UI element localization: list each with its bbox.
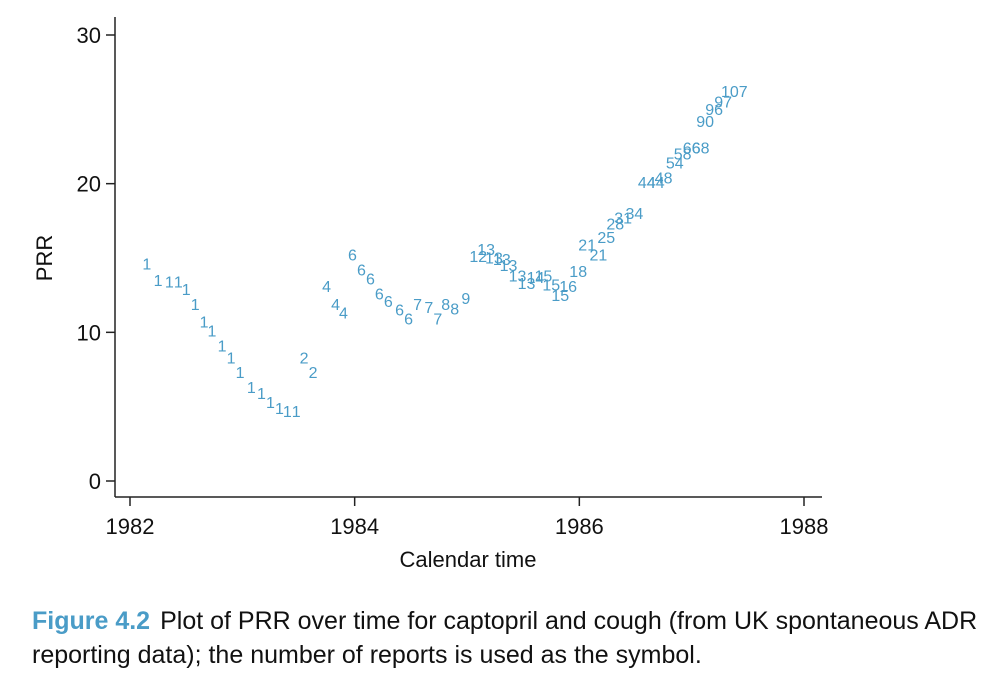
data-point-label: 13	[493, 252, 511, 269]
data-point-label: 31	[614, 211, 632, 228]
data-point-label: 28	[606, 217, 624, 234]
data-point-label: 18	[569, 264, 587, 281]
data-point-label: 1	[200, 315, 209, 332]
figure-caption-text: Plot of PRR over time for captopril and …	[32, 607, 978, 669]
data-point-label: 14	[527, 270, 545, 287]
y-axis-label: PRR	[32, 235, 57, 281]
data-point-label: 34	[625, 206, 643, 223]
x-axis-label: Calendar time	[400, 547, 537, 572]
data-point-label: 6	[395, 303, 404, 320]
data-point-label: 6	[384, 294, 393, 311]
data-point-label: 15	[551, 288, 569, 305]
data-point-label: 9	[461, 291, 470, 308]
data-point-label: 6	[348, 248, 357, 265]
data-point-label: 1	[142, 257, 151, 274]
data-point-label: 1	[218, 338, 227, 355]
data-point-label: 16	[559, 279, 577, 296]
x-tick-label: 1984	[330, 514, 379, 539]
figure-caption: Figure 4.2 Plot of PRR over time for capt…	[32, 604, 982, 672]
data-point-label: 8	[450, 301, 459, 318]
data-point-label: 1	[165, 274, 174, 291]
data-point-label: 13	[485, 251, 503, 268]
data-point-label: 1	[283, 404, 292, 421]
data-point-label: 1	[257, 386, 266, 403]
data-point-label: 1	[208, 324, 217, 341]
data-point-label: 2	[300, 350, 309, 367]
data-point-label: 15	[534, 269, 552, 286]
data-point-label: 12	[469, 249, 487, 266]
data-point-label: 25	[597, 230, 615, 247]
data-point-label: 6	[404, 312, 413, 329]
data-point-label: 8	[441, 297, 450, 314]
data-point-label: 7	[413, 297, 422, 314]
data-point-label: 13	[477, 242, 495, 259]
data-point-label: 1	[292, 404, 301, 421]
data-point-label: 6	[375, 286, 384, 303]
x-tick-label: 1988	[780, 514, 829, 539]
data-point-label: 48	[655, 170, 673, 187]
y-tick-label: 10	[77, 320, 101, 345]
data-point-label: 1	[266, 395, 275, 412]
x-tick-label: 1982	[106, 514, 155, 539]
data-point-label: 1	[236, 365, 245, 382]
data-point-label: 1	[191, 297, 200, 314]
data-point-label: 1	[247, 380, 256, 397]
data-point-label: 96	[705, 102, 723, 119]
y-tick-label: 20	[77, 172, 101, 197]
data-point-label: 4	[339, 306, 348, 323]
data-point-label: 7	[424, 300, 433, 317]
data-point-label: 90	[696, 114, 714, 131]
data-point-label: 6	[366, 272, 375, 289]
data-point-label: 58	[674, 147, 692, 164]
data-point-label: 4	[322, 279, 331, 296]
figure-label: Figure 4.2	[32, 607, 151, 635]
data-point-label: 1	[227, 350, 236, 367]
data-point-label: 4	[331, 297, 340, 314]
data-point-label: 13	[509, 269, 527, 286]
data-point-label: 107	[721, 84, 748, 101]
x-tick-label: 1986	[555, 514, 604, 539]
data-point-label: 68	[692, 141, 710, 158]
data-point-label: 1	[154, 273, 163, 290]
data-point-label: 2	[309, 365, 318, 382]
data-point-label: 97	[714, 95, 732, 112]
data-point-label: 15	[542, 277, 560, 294]
data-point-label: 1	[182, 282, 191, 299]
y-tick-label: 0	[89, 469, 101, 494]
data-point-label: 54	[666, 156, 684, 173]
y-tick-label: 30	[77, 23, 101, 48]
data-point-label: 6	[357, 263, 366, 280]
data-point-label: 7	[433, 312, 442, 329]
data-point-label: 21	[578, 237, 596, 254]
data-point-label: 1	[275, 401, 284, 418]
data-point-label: 1	[174, 274, 183, 291]
data-point-label: 13	[518, 276, 536, 293]
data-point-label: 44	[638, 175, 656, 192]
data-point-label: 21	[590, 248, 608, 265]
data-point-label: 13	[500, 258, 518, 275]
data-point-label: 66	[683, 141, 701, 158]
data-point-label: 44	[647, 175, 665, 192]
